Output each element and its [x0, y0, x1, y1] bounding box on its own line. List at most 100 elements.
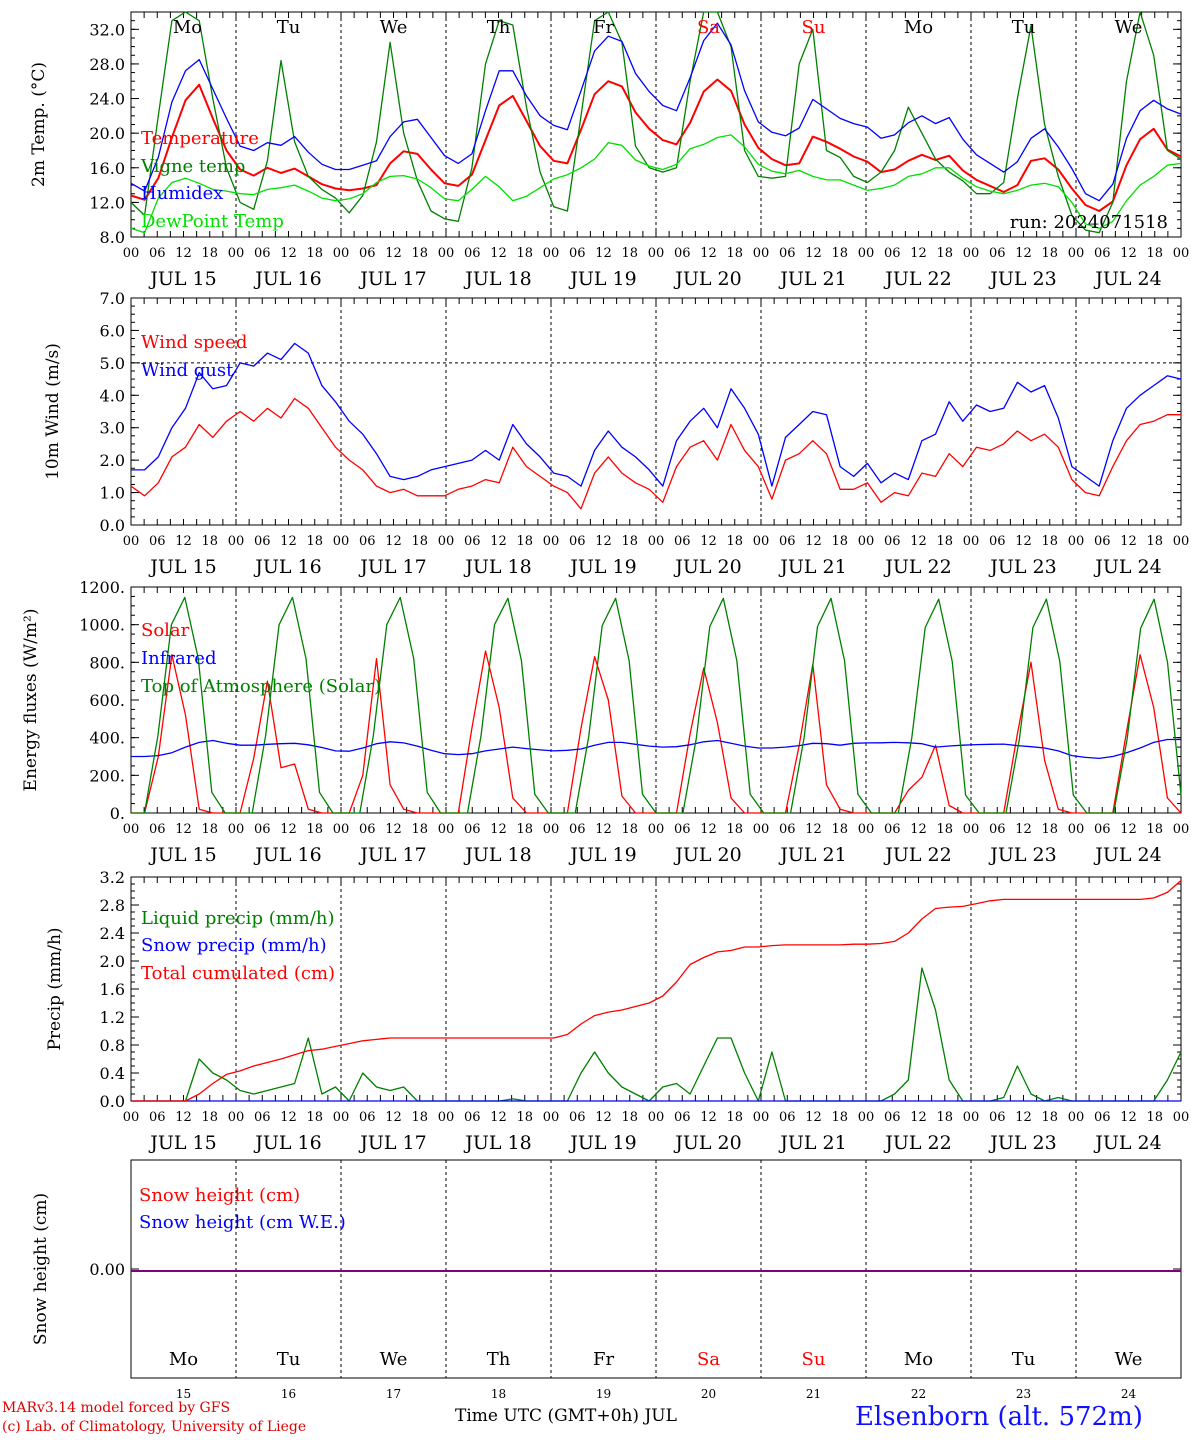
y-tick-label: 3.2 — [100, 868, 125, 887]
hour-tick-label: 18 — [621, 534, 638, 549]
hour-tick-label: 00 — [543, 822, 560, 837]
hour-tick-label: 12 — [805, 246, 822, 261]
hour-tick-label: 12 — [595, 246, 612, 261]
hour-tick-label: 18 — [831, 534, 848, 549]
date-label: JUL 24 — [1093, 268, 1161, 290]
date-label: JUL 19 — [568, 268, 636, 290]
day-of-week-label: Mo — [169, 1349, 198, 1370]
date-label: JUL 15 — [148, 556, 216, 578]
hour-tick-label: 12 — [385, 534, 402, 549]
hour-tick-label: 12 — [595, 822, 612, 837]
series-line-vigne-temp — [130, 11, 1182, 234]
hour-tick-label: 12 — [1015, 246, 1032, 261]
hour-tick-label: 06 — [149, 246, 166, 261]
hour-tick-label: 06 — [989, 1110, 1006, 1125]
hour-tick-label: 18 — [726, 822, 743, 837]
hour-tick-label: 00 — [1173, 1110, 1190, 1125]
day-of-week-label: We — [1115, 17, 1143, 38]
day-of-week-label: Th — [487, 17, 511, 38]
day-of-week-label: We — [1115, 1349, 1143, 1370]
date-label: JUL 22 — [883, 844, 951, 866]
hour-tick-label: 12 — [385, 822, 402, 837]
hour-tick-label: 18 — [201, 246, 218, 261]
hour-tick-label: 06 — [569, 822, 586, 837]
hour-tick-label: 06 — [989, 822, 1006, 837]
y-tick-label: 0.0 — [100, 1092, 125, 1111]
series-line-liquid-precip-mm-h- — [131, 967, 1182, 1102]
day-number-label: 16 — [281, 1387, 296, 1400]
hour-tick-label: 00 — [858, 534, 875, 549]
y-tick-label: 32.0 — [89, 20, 125, 39]
hour-tick-label: 18 — [936, 1110, 953, 1125]
date-label: JUL 17 — [358, 844, 426, 866]
hour-tick-label: 06 — [884, 822, 901, 837]
hour-tick-label: 12 — [910, 822, 927, 837]
hour-tick-label: 06 — [884, 246, 901, 261]
y-tick-label: 0.4 — [100, 1064, 125, 1083]
day-of-week-label: Mo — [173, 17, 202, 38]
hour-tick-label: 18 — [411, 822, 428, 837]
hour-tick-label: 00 — [648, 822, 665, 837]
hour-tick-label: 00 — [123, 1110, 140, 1125]
y-tick-label: 600. — [89, 691, 125, 710]
hour-tick-label: 06 — [359, 246, 376, 261]
legend-entry: Snow height (cm) — [139, 1185, 300, 1206]
y-tick-label: 0. — [110, 804, 125, 823]
y-tick-label: 7.0 — [100, 289, 125, 308]
hour-tick-label: 06 — [779, 534, 796, 549]
hour-tick-label: 00 — [963, 822, 980, 837]
hour-tick-label: 12 — [700, 1110, 717, 1125]
hour-tick-label: 18 — [306, 246, 323, 261]
run-label: run: 2024071518 — [1010, 212, 1168, 233]
y-tick-label: 0.00 — [89, 1260, 125, 1279]
hour-tick-label: 06 — [779, 246, 796, 261]
y-tick-label: 0.0 — [100, 516, 125, 535]
date-label: JUL 15 — [148, 1132, 216, 1154]
hour-tick-label: 12 — [910, 1110, 927, 1125]
hour-tick-label: 12 — [700, 246, 717, 261]
y-axis-label: Precip (mm/h) — [45, 927, 65, 1050]
hour-tick-label: 12 — [1120, 534, 1137, 549]
hour-tick-label: 12 — [490, 534, 507, 549]
hour-tick-label: 00 — [123, 822, 140, 837]
day-of-week-label: Fr — [593, 17, 614, 38]
legend-entry: Humidex — [141, 183, 223, 204]
hour-tick-label: 18 — [1041, 1110, 1058, 1125]
hour-tick-label: 06 — [254, 246, 271, 261]
hour-tick-label: 00 — [438, 246, 455, 261]
date-label: JUL 24 — [1093, 844, 1161, 866]
hour-tick-label: 12 — [280, 246, 297, 261]
date-label: JUL 21 — [778, 556, 846, 578]
date-label: JUL 16 — [253, 556, 321, 578]
lab-credit: (c) Lab. of Climatology, University of L… — [2, 1419, 307, 1435]
hour-tick-label: 12 — [280, 822, 297, 837]
hour-tick-label: 18 — [516, 822, 533, 837]
hour-tick-label: 06 — [674, 246, 691, 261]
hour-tick-label: 00 — [753, 822, 770, 837]
y-axis-label: Energy fluxes (W/m²) — [21, 609, 41, 792]
y-tick-label: 2.8 — [100, 896, 125, 915]
y-tick-label: 24.0 — [89, 90, 125, 109]
hour-tick-label: 00 — [1068, 1110, 1085, 1125]
date-label: JUL 20 — [673, 844, 741, 866]
hour-tick-label: 12 — [490, 1110, 507, 1125]
hour-tick-label: 06 — [569, 534, 586, 549]
date-label: JUL 23 — [988, 556, 1056, 578]
date-label: JUL 19 — [568, 556, 636, 578]
hour-tick-label: 18 — [201, 1110, 218, 1125]
hour-tick-label: 18 — [936, 822, 953, 837]
date-label: JUL 15 — [148, 268, 216, 290]
hour-tick-label: 00 — [333, 534, 350, 549]
hour-tick-label: 18 — [516, 534, 533, 549]
day-number-label: 22 — [911, 1387, 926, 1400]
y-tick-label: 2.0 — [100, 451, 125, 470]
day-number-label: 17 — [386, 1387, 401, 1400]
hour-tick-label: 00 — [123, 246, 140, 261]
y-tick-label: 12.0 — [89, 193, 125, 212]
hour-tick-label: 06 — [464, 246, 481, 261]
hour-tick-label: 06 — [464, 822, 481, 837]
hour-tick-label: 00 — [228, 822, 245, 837]
hour-tick-label: 18 — [831, 246, 848, 261]
y-tick-label: 20.0 — [89, 124, 125, 143]
date-label: JUL 21 — [778, 844, 846, 866]
